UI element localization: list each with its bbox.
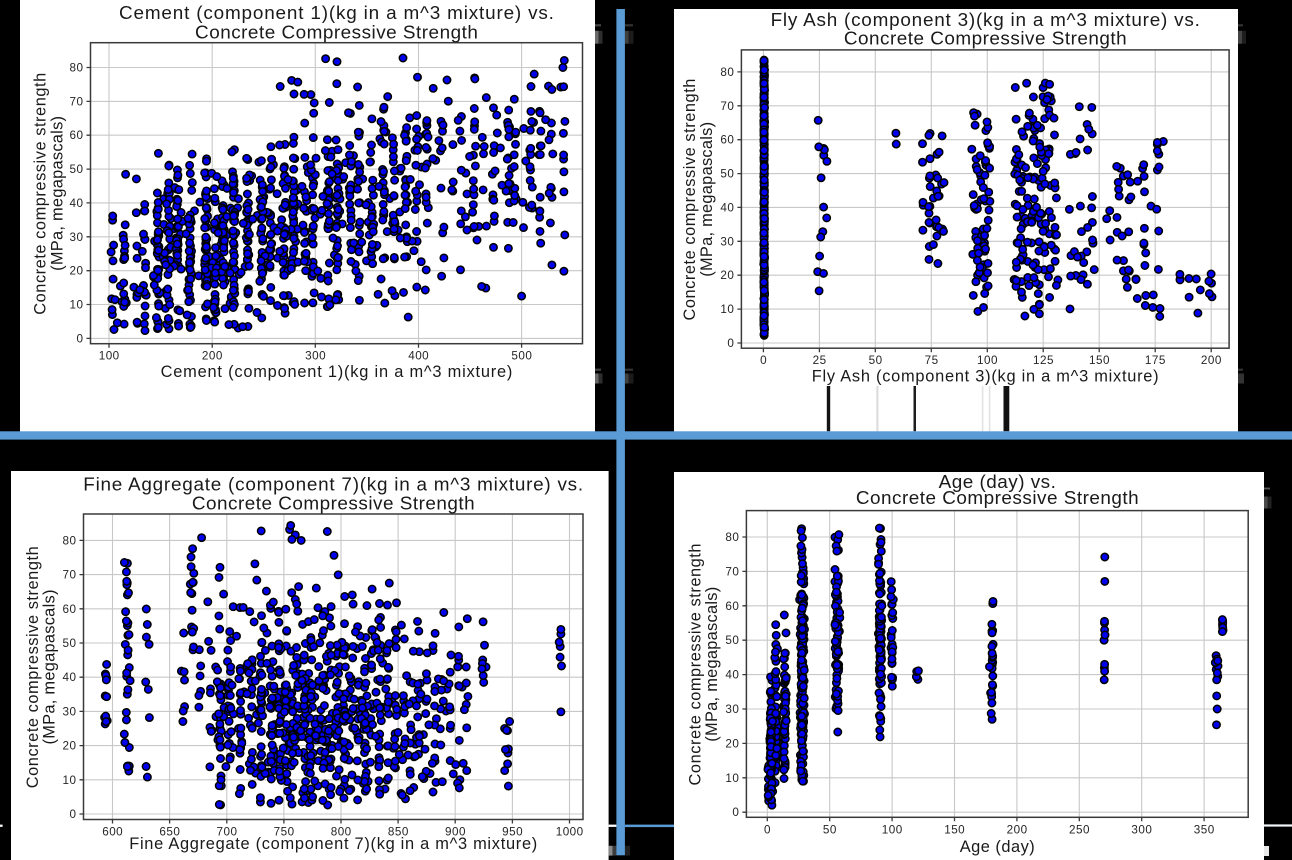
svg-text:Concrete compressive strength: Concrete compressive strength	[681, 78, 699, 320]
svg-text:200: 200	[1201, 354, 1222, 367]
svg-text:100: 100	[99, 350, 120, 363]
svg-text:Cement (component 1)(kg in a m: Cement (component 1)(kg in a m^3 mixture…	[119, 3, 555, 24]
svg-text:10: 10	[70, 299, 84, 312]
svg-text:Age (day): Age (day)	[960, 838, 1035, 856]
svg-text:30: 30	[720, 235, 734, 248]
svg-text:20: 20	[63, 740, 77, 753]
svg-text:Age (day) vs.: Age (day) vs.	[939, 472, 1057, 493]
svg-text:200: 200	[1007, 823, 1028, 836]
svg-text:650: 650	[159, 826, 180, 839]
svg-text:150: 150	[1089, 354, 1110, 367]
svg-text:50: 50	[720, 168, 734, 181]
svg-text:60: 60	[63, 603, 77, 616]
svg-text:100: 100	[977, 354, 998, 367]
svg-text:Concrete Compressive Strength: Concrete Compressive Strength	[192, 494, 475, 515]
svg-text:Concrete Compressive Strength: Concrete Compressive Strength	[195, 22, 478, 43]
svg-text:70: 70	[70, 95, 84, 108]
svg-text:75: 75	[925, 354, 939, 367]
svg-text:200: 200	[202, 350, 223, 363]
svg-text:30: 30	[70, 231, 84, 244]
svg-text:125: 125	[1033, 354, 1054, 367]
svg-text:150: 150	[944, 823, 965, 836]
svg-text:50: 50	[725, 634, 739, 647]
svg-text:80: 80	[725, 531, 739, 544]
svg-text:0: 0	[70, 808, 77, 821]
svg-text:100: 100	[882, 823, 903, 836]
svg-text:350: 350	[1194, 823, 1215, 836]
svg-text:300: 300	[1131, 823, 1152, 836]
svg-text:Fine Aggregate (component 7)(k: Fine Aggregate (component 7)(kg in a m^3…	[83, 475, 584, 496]
svg-text:0: 0	[732, 806, 739, 819]
svg-text:50: 50	[823, 823, 837, 836]
svg-text:175: 175	[1145, 354, 1166, 367]
svg-text:0: 0	[760, 354, 767, 367]
svg-text:Concrete Compressive Strength: Concrete Compressive Strength	[856, 488, 1139, 509]
svg-text:0: 0	[727, 337, 734, 350]
svg-text:Concrete compressive strength: Concrete compressive strength	[24, 546, 42, 789]
svg-text:10: 10	[725, 772, 739, 785]
svg-text:1000: 1000	[556, 826, 584, 839]
svg-text:80: 80	[63, 534, 77, 547]
svg-text:800: 800	[331, 826, 352, 839]
svg-text:Fine Aggregate (component 7)(k: Fine Aggregate (component 7)(kg in a m^3…	[129, 835, 538, 853]
svg-text:20: 20	[720, 269, 734, 282]
svg-text:50: 50	[63, 637, 77, 650]
svg-text:Fly Ash (component 3)(kg in a: Fly Ash (component 3)(kg in a m^3 mixtur…	[812, 368, 1160, 386]
svg-text:60: 60	[70, 129, 84, 142]
svg-text:20: 20	[725, 737, 739, 750]
svg-text:50: 50	[70, 163, 84, 176]
svg-text:40: 40	[63, 671, 77, 684]
svg-text:(MPa, megapascals): (MPa, megapascals)	[41, 589, 59, 744]
svg-text:30: 30	[725, 703, 739, 716]
svg-text:250: 250	[1069, 823, 1090, 836]
svg-text:700: 700	[217, 826, 238, 839]
svg-text:40: 40	[70, 197, 84, 210]
svg-text:600: 600	[102, 826, 123, 839]
svg-text:10: 10	[720, 303, 734, 316]
svg-text:10: 10	[63, 774, 77, 787]
svg-text:80: 80	[720, 66, 734, 79]
svg-text:500: 500	[511, 350, 532, 363]
svg-text:40: 40	[725, 669, 739, 682]
svg-text:(MPa, megapascals): (MPa, megapascals)	[48, 116, 66, 271]
svg-text:60: 60	[720, 134, 734, 147]
svg-text:400: 400	[408, 350, 429, 363]
svg-text:Concrete compressive strength: Concrete compressive strength	[32, 72, 50, 315]
svg-text:Concrete compressive strength: Concrete compressive strength	[686, 543, 704, 786]
svg-text:750: 750	[274, 826, 295, 839]
svg-text:Concrete Compressive Strength: Concrete Compressive Strength	[844, 28, 1127, 49]
svg-text:25: 25	[813, 354, 827, 367]
svg-text:0: 0	[764, 823, 771, 836]
svg-text:40: 40	[720, 201, 734, 214]
svg-text:70: 70	[720, 100, 734, 113]
svg-text:80: 80	[70, 62, 84, 75]
svg-text:Cement (component 1)(kg in a m: Cement (component 1)(kg in a m^3 mixture…	[161, 363, 514, 381]
svg-text:70: 70	[725, 565, 739, 578]
svg-text:50: 50	[869, 354, 883, 367]
svg-text:30: 30	[63, 705, 77, 718]
svg-text:60: 60	[725, 600, 739, 613]
svg-text:950: 950	[502, 826, 523, 839]
svg-text:Fly Ash (component 3)(kg in a: Fly Ash (component 3)(kg in a m^3 mixtur…	[771, 10, 1201, 31]
svg-text:(MPa, megapascals): (MPa, megapascals)	[698, 122, 716, 277]
svg-text:70: 70	[63, 569, 77, 582]
svg-text:20: 20	[70, 265, 84, 278]
svg-text:0: 0	[77, 332, 84, 345]
svg-text:900: 900	[445, 826, 466, 839]
svg-text:850: 850	[388, 826, 409, 839]
svg-text:300: 300	[305, 350, 326, 363]
svg-text:(MPa, megapascals): (MPa, megapascals)	[703, 587, 721, 742]
